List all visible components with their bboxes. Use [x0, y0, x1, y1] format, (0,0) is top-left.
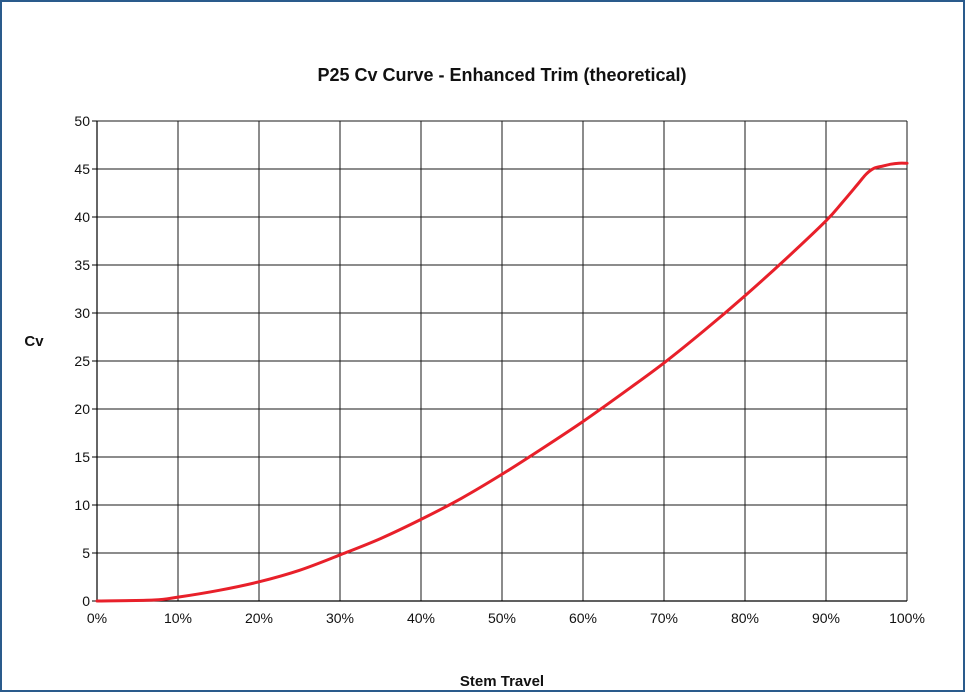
- y-tick-label: 10: [74, 497, 90, 513]
- x-tick-label: 30%: [326, 610, 354, 626]
- y-tick-label: 40: [74, 209, 90, 225]
- series-layer: [95, 161, 909, 603]
- x-tick-label: 70%: [650, 610, 678, 626]
- x-tick-label: 100%: [889, 610, 925, 626]
- x-tick-label: 10%: [164, 610, 192, 626]
- x-tick-label: 60%: [569, 610, 597, 626]
- y-tick-labels: 0 5 10 15 20 25 30 35 40 45 50: [74, 113, 90, 609]
- x-tick-label: 40%: [407, 610, 435, 626]
- y-tick-label: 15: [74, 449, 90, 465]
- chart-title: P25 Cv Curve - Enhanced Trim (theoretica…: [317, 65, 686, 85]
- x-tick-label: 50%: [488, 610, 516, 626]
- x-axis-title: Stem Travel: [460, 673, 544, 690]
- grid: [96, 120, 908, 602]
- axes: [92, 120, 907, 602]
- y-axis-title: Cv: [24, 333, 44, 350]
- y-tick-label: 30: [74, 305, 90, 321]
- x-tick-label: 0%: [87, 610, 107, 626]
- y-tick-label: 35: [74, 257, 90, 273]
- y-tick-label: 20: [74, 401, 90, 417]
- x-tick-label: 90%: [812, 610, 840, 626]
- y-tick-label: 45: [74, 161, 90, 177]
- x-tick-labels: 0% 10% 20% 30% 40% 50% 60% 70% 80% 90% 100%: [87, 610, 925, 626]
- y-tick-label: 50: [74, 113, 90, 129]
- y-tick-label: 25: [74, 353, 90, 369]
- series-line-0: [95, 161, 909, 603]
- y-tick-label: 5: [82, 545, 90, 561]
- x-tick-label: 80%: [731, 610, 759, 626]
- x-tick-label: 20%: [245, 610, 273, 626]
- y-tick-label: 0: [82, 593, 90, 609]
